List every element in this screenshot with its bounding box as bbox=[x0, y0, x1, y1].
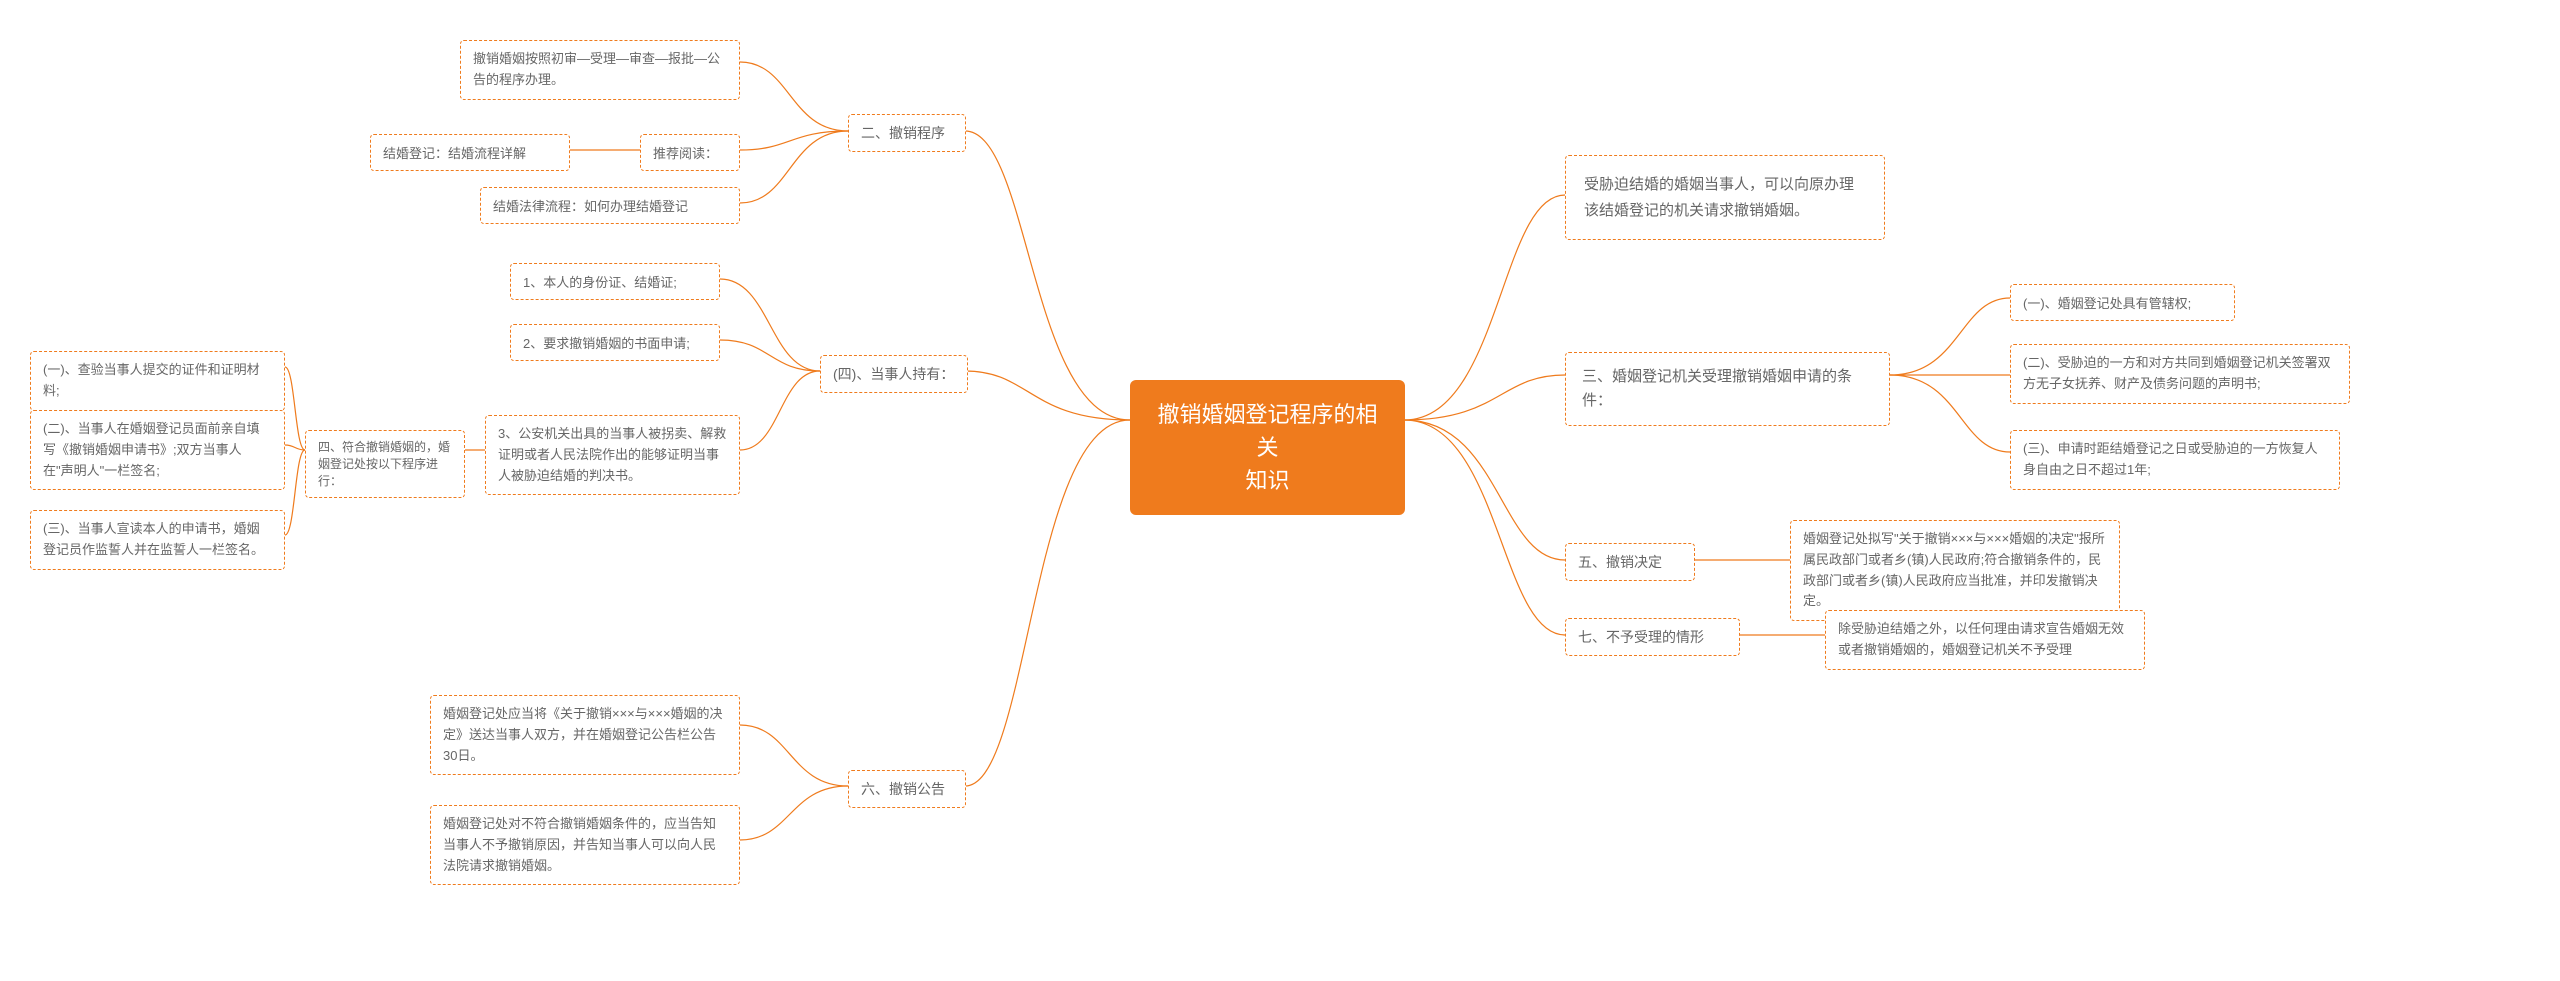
node-l1-c1: 撤销婚姻按照初审—受理—审查—报批—公告的程序办理。 bbox=[460, 40, 740, 100]
node-r4-child: 除受胁迫结婚之外，以任何理由请求宣告婚姻无效或者撤销婚姻的，婚姻登记机关不予受理 bbox=[1825, 610, 2145, 670]
node-l3-child-2: (二)、当事人在婚姻登记员面前亲自填写《撤销婚姻申请书》;双方当事人在"声明人"… bbox=[30, 410, 285, 490]
node-l4: 六、撤销公告 bbox=[848, 770, 966, 808]
center-title-line2: 知识 bbox=[1154, 464, 1381, 497]
node-l1-c2b: 结婚法律流程：如何办理结婚登记 bbox=[480, 187, 740, 224]
node-r1: 受胁迫结婚的婚姻当事人，可以向原办理该结婚登记的机关请求撤销婚姻。 bbox=[1565, 155, 1885, 240]
node-l3-child-1: (一)、查验当事人提交的证件和证明材料; bbox=[30, 351, 285, 411]
node-l2-c3: 3、公安机关出具的当事人被拐卖、解救证明或者人民法院作出的能够证明当事人被胁迫结… bbox=[485, 415, 740, 495]
node-r4: 七、不予受理的情形 bbox=[1565, 618, 1740, 656]
node-l3: 四、符合撤销婚姻的，婚姻登记处按以下程序进行： bbox=[305, 430, 465, 498]
node-l1: 二、撤销程序 bbox=[848, 114, 966, 152]
node-l2-c2: 2、要求撤销婚姻的书面申请; bbox=[510, 324, 720, 361]
node-r3: 五、撤销决定 bbox=[1565, 543, 1695, 581]
node-l4-c2: 婚姻登记处对不符合撤销婚姻条件的，应当告知当事人不予撤销原因，并告知当事人可以向… bbox=[430, 805, 740, 885]
node-l1-c2a: 结婚登记：结婚流程详解 bbox=[370, 134, 570, 171]
node-l2-c1: 1、本人的身份证、结婚证; bbox=[510, 263, 720, 300]
node-r3-child: 婚姻登记处拟写"关于撤销×××与×××婚姻的决定"报所属民政部门或者乡(镇)人民… bbox=[1790, 520, 2120, 621]
node-l4-c1: 婚姻登记处应当将《关于撤销×××与×××婚姻的决定》送达当事人双方，并在婚姻登记… bbox=[430, 695, 740, 775]
center-node: 撤销婚姻登记程序的相关 知识 bbox=[1130, 380, 1405, 515]
center-title-line1: 撤销婚姻登记程序的相关 bbox=[1154, 398, 1381, 464]
node-l1-c2: 推荐阅读： bbox=[640, 134, 740, 171]
node-r2: 三、婚姻登记机关受理撤销婚姻申请的条件： bbox=[1565, 352, 1890, 426]
node-r2-c2: (二)、受胁迫的一方和对方共同到婚姻登记机关签署双方无子女抚养、财产及债务问题的… bbox=[2010, 344, 2350, 404]
node-l3-child-3: (三)、当事人宣读本人的申请书，婚姻登记员作监誓人并在监誓人一栏签名。 bbox=[30, 510, 285, 570]
node-r2-c1: (一)、婚姻登记处具有管辖权; bbox=[2010, 284, 2235, 321]
node-l2: (四)、当事人持有： bbox=[820, 355, 968, 393]
node-r2-c3: (三)、申请时距结婚登记之日或受胁迫的一方恢复人身自由之日不超过1年; bbox=[2010, 430, 2340, 490]
